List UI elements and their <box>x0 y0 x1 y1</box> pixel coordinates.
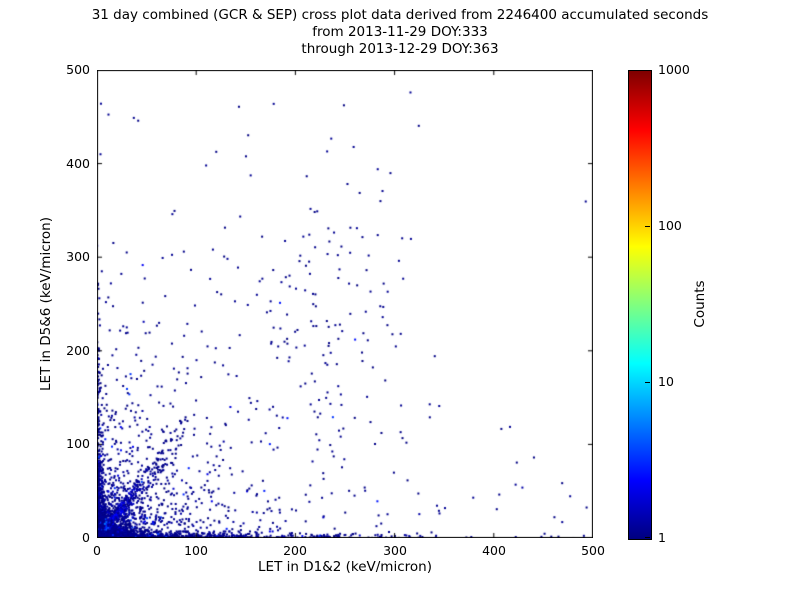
colorbar-tick <box>645 382 650 383</box>
x-axis-label: LET in D1&2 (keV/micron) <box>258 559 432 575</box>
x-tick-label: 400 <box>482 543 506 558</box>
y-tick-label: 0 <box>82 530 90 545</box>
colorbar-tick <box>645 226 650 227</box>
x-tick-label: 500 <box>581 543 605 558</box>
y-tick-label: 100 <box>66 436 90 452</box>
colorbar-tick <box>645 70 650 71</box>
x-tick-label: 300 <box>383 543 407 558</box>
chart-title-line-3: through 2013-12-29 DOY:363 <box>301 41 499 57</box>
y-tick-label: 400 <box>66 155 90 171</box>
colorbar-tick-label: 1 <box>658 530 666 545</box>
y-tick-label: 300 <box>66 249 90 265</box>
colorbar-tick-label: 100 <box>658 218 682 233</box>
y-tick-label: 200 <box>66 342 90 358</box>
x-tick-label: 0 <box>93 543 101 558</box>
colorbar-tick-label: 1000 <box>658 62 690 77</box>
chart-title-line-1: 31 day combined (GCR & SEP) cross plot d… <box>91 7 709 23</box>
colorbar-tick-label: 10 <box>658 374 674 389</box>
colorbar-axis-label: Counts <box>692 280 708 328</box>
colorbar-tick <box>645 537 650 538</box>
chart-title-line-2: from 2013-11-29 DOY:333 <box>312 24 488 40</box>
x-tick-label: 200 <box>283 543 307 558</box>
x-tick-label: 100 <box>184 543 208 558</box>
scatter-plot-canvas <box>97 70 593 538</box>
y-tick-label: 500 <box>66 62 90 77</box>
colorbar <box>628 70 652 540</box>
y-axis-label: LET in D5&6 (keV/micron) <box>38 217 54 391</box>
